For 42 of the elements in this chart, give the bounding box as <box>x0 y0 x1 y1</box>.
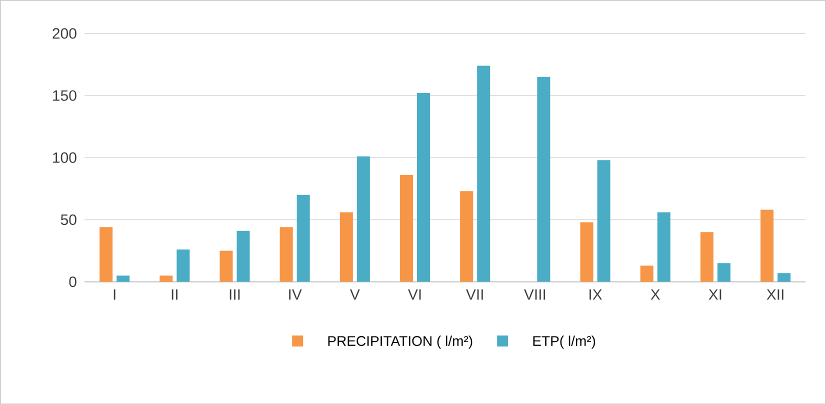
bar <box>778 272 791 282</box>
bar <box>356 156 370 282</box>
x-tick-label: XI <box>708 289 722 300</box>
bar <box>340 212 353 282</box>
bar <box>160 275 173 282</box>
y-tick-label: 0 <box>69 276 76 287</box>
x-tick-label: X <box>650 289 660 300</box>
y-tick-label: 50 <box>60 214 76 225</box>
x-tick-label: II <box>172 289 178 300</box>
bar <box>640 265 654 282</box>
bar <box>537 76 550 282</box>
bar <box>477 66 490 282</box>
bar <box>717 262 730 282</box>
bar <box>400 174 414 282</box>
bar <box>296 194 310 282</box>
x-tick-label: IV <box>289 289 302 300</box>
y-tick-label: 100 <box>53 152 76 163</box>
legend-label: PRECIPITATION ( l/m²) <box>328 335 472 349</box>
bar <box>760 210 774 282</box>
bar <box>657 212 670 282</box>
bar <box>220 250 233 282</box>
bar <box>116 275 130 282</box>
x-tick-label: IX <box>590 289 602 300</box>
x-tick-label: III <box>230 289 240 300</box>
x-tick-label: XII <box>766 289 784 300</box>
bar <box>100 226 113 282</box>
x-tick-label: VIII <box>524 289 546 300</box>
x-tick-label: V <box>350 289 360 300</box>
y-tick-label: 200 <box>52 28 76 39</box>
bar <box>417 92 430 282</box>
y-tick-label: 150 <box>53 90 76 101</box>
bar <box>597 160 610 282</box>
bar <box>176 249 190 282</box>
bar <box>580 222 594 282</box>
x-tick-label: VI <box>408 289 421 300</box>
bar <box>700 232 714 282</box>
bar <box>280 226 293 282</box>
bar <box>460 190 474 282</box>
x-tick-label: VII <box>466 289 483 300</box>
bar <box>236 230 250 282</box>
legend-label: ETP( l/m²) <box>533 335 596 349</box>
x-tick-label: I <box>114 289 116 300</box>
